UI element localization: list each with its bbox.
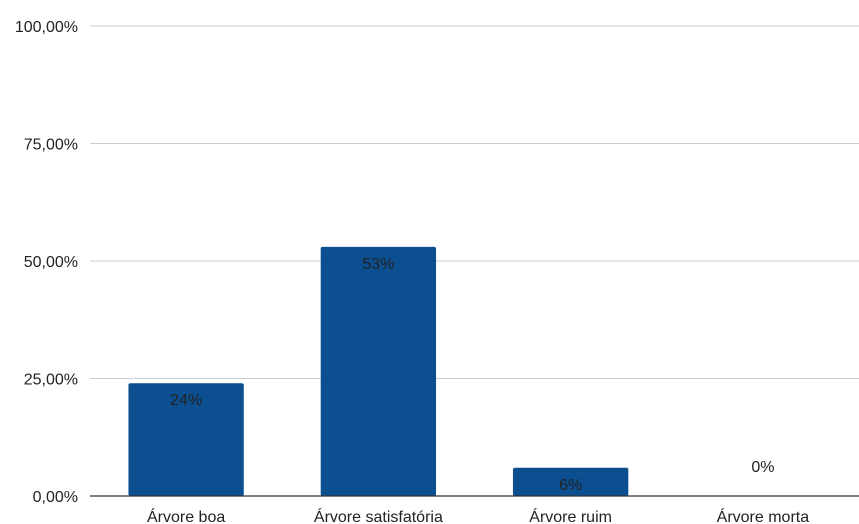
x-category-label: Árvore boa [147, 507, 225, 524]
bar [321, 247, 436, 496]
y-tick-label: 50,00% [24, 254, 78, 271]
y-tick-label: 25,00% [24, 372, 78, 389]
gridlines [90, 26, 859, 379]
y-tick-label: 75,00% [24, 137, 78, 154]
data-labels: 24% 53% 6% 0% [170, 256, 774, 494]
x-category-label: Árvore satisfatória [314, 507, 443, 524]
y-tick-label: 0,00% [33, 489, 78, 506]
data-label: 0% [751, 459, 774, 476]
y-tick-label: 100,00% [15, 19, 78, 36]
y-axis-tick-labels: 0,00% 25,00% 50,00% 75,00% 100,00% [15, 19, 78, 506]
bars [128, 247, 628, 496]
data-label: 24% [170, 392, 202, 409]
x-axis-category-labels: Árvore boa Árvore satisfatória Árvore ruim… [147, 507, 809, 524]
x-category-label: Árvore morta [717, 507, 810, 524]
x-category-label: Árvore ruim [529, 507, 612, 524]
data-label: 53% [362, 256, 394, 273]
data-label: 6% [559, 477, 582, 494]
